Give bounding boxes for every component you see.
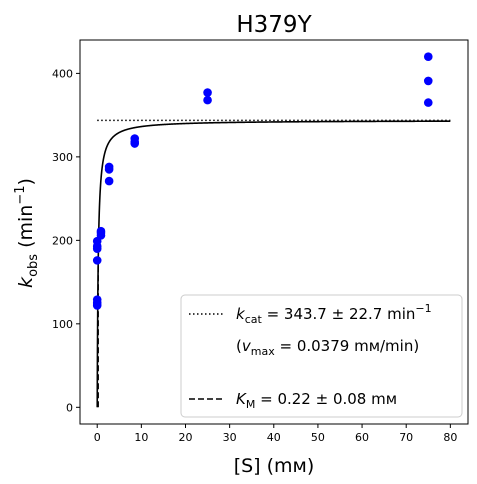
y-tick-label: 300 [52, 151, 73, 164]
plot-area [92, 52, 451, 408]
x-tick-label: 80 [443, 431, 457, 444]
x-tick-label: 40 [267, 431, 281, 444]
y-tick-label: 0 [66, 401, 73, 414]
x-tick-label: 20 [178, 431, 192, 444]
legend-box [180, 294, 463, 418]
axis-ticks: 0 10 20 30 40 50 60 70 80 0 100 200 300 400 [52, 67, 457, 444]
data-point [130, 134, 140, 143]
data-point [203, 88, 212, 97]
data-point [96, 226, 106, 236]
data-point [104, 176, 114, 186]
data-point [92, 256, 102, 265]
y-tick-label: 200 [52, 234, 73, 247]
legend-vmax-text: (vmax = 0.0379 mм/min) [236, 337, 419, 358]
y-tick-label: 100 [52, 318, 73, 331]
data-point [92, 295, 102, 304]
x-tick-label: 0 [94, 431, 101, 444]
y-tick-label: 400 [52, 67, 73, 80]
data-point [104, 162, 114, 172]
y-axis-label: kobs (min−1) [13, 178, 41, 288]
x-tick-label: 70 [399, 431, 413, 444]
x-tick-label: 30 [223, 431, 237, 444]
data-point [203, 95, 212, 105]
legend-kcat-text: kcat = 343.7 ± 22.7 min−1 [236, 302, 432, 326]
x-axis-label: [S] (mм) [234, 455, 315, 477]
data-point [423, 52, 433, 61]
data-point [423, 76, 433, 86]
fit-curve [96, 120, 451, 408]
x-tick-label: 50 [311, 431, 325, 444]
plot-frame [79, 39, 469, 425]
legend-km-text: KM = 0.22 ± 0.08 mм [236, 390, 397, 411]
chart-title: H379Y [236, 12, 312, 38]
x-tick-label: 10 [134, 431, 148, 444]
data-point [423, 98, 433, 107]
x-tick-label: 60 [355, 431, 369, 444]
legend: kcat = 343.7 ± 22.7 min−1 (vmax = 0.0379… [180, 294, 463, 418]
